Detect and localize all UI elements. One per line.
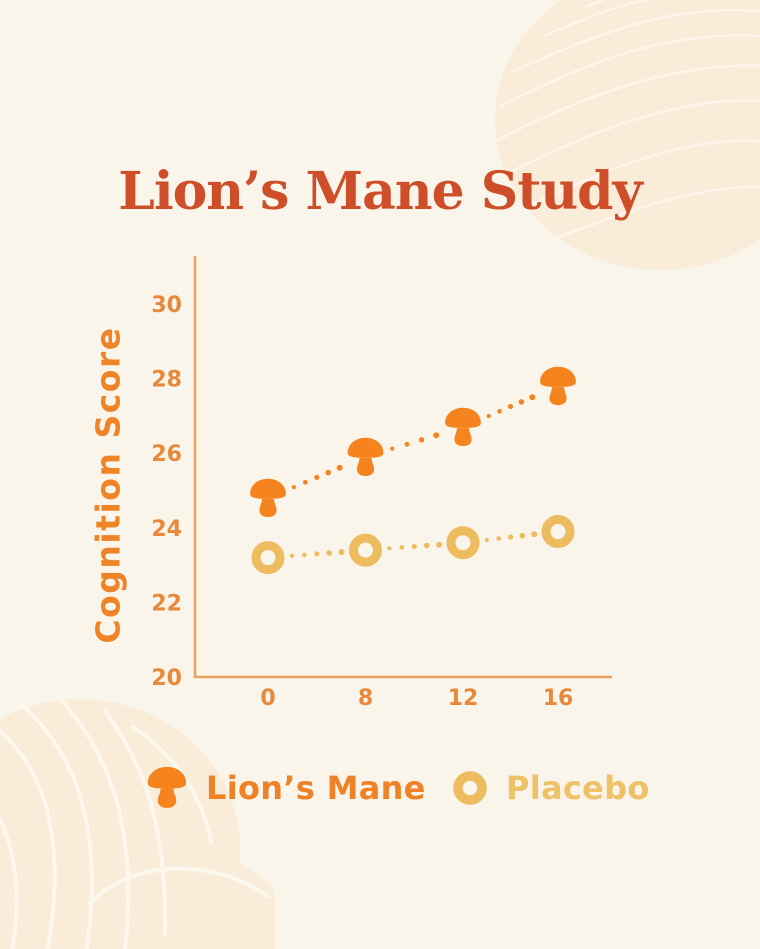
dotted-line-dot: [302, 479, 308, 485]
x-axis-tick: 16: [543, 686, 574, 711]
dotted-line-dot: [519, 532, 526, 539]
dotted-line-dot: [433, 432, 440, 439]
dotted-line-dot: [423, 542, 430, 549]
mushroom-icon: [147, 766, 187, 808]
scribble-ball-decoration: [494, 0, 760, 270]
mushroom-marker: [445, 407, 481, 447]
scribble-ball-shape: [495, 0, 760, 270]
axis-lines: [193, 256, 612, 679]
dotted-line-dot: [291, 485, 296, 490]
dotted-line-dot: [507, 404, 514, 410]
dotted-line-dot: [497, 408, 502, 414]
x-axis-tick: 12: [448, 686, 479, 711]
mushroom-marker: [540, 366, 576, 406]
dotted-line-dot: [507, 534, 514, 540]
dotted-line-dot: [314, 551, 320, 557]
dotted-line-dot: [314, 474, 320, 480]
dotted-line-dot: [336, 464, 343, 471]
dotted-line-dot: [496, 536, 502, 541]
mushroom-glyph: [147, 766, 187, 808]
dotted-line-dot: [529, 394, 536, 401]
dotted-line-dot: [418, 437, 425, 443]
dotted-line-dot: [387, 546, 392, 551]
ring-marker: [446, 526, 480, 560]
pumpkin-sketch-decoration: [0, 697, 275, 949]
x-axis-tick: 8: [358, 686, 373, 711]
ring-marker: [541, 515, 575, 549]
ring-marker: [251, 541, 285, 575]
y-axis-tick: 28: [151, 368, 182, 393]
dotted-line-dot: [289, 553, 294, 558]
dotted-line-dot: [411, 543, 417, 550]
dotted-line-dot: [390, 446, 395, 451]
page-title: Lion’s Mane Study: [118, 160, 643, 222]
ring-icon: [453, 771, 487, 805]
dotted-line-dot: [484, 537, 489, 543]
legend-label-lions-mane: Lion’s Mane: [206, 769, 426, 807]
dotted-line-dot: [518, 399, 525, 405]
mushroom-marker: [250, 478, 286, 518]
y-axis-tick: 30: [151, 293, 182, 318]
dotted-line-dot: [399, 545, 405, 550]
legend-item-lions-mane: Lion’s Mane: [144, 763, 426, 813]
dotted-line-dot: [326, 550, 332, 556]
y-axis-tick: 20: [151, 666, 182, 691]
legend-label-placebo: Placebo: [506, 769, 650, 807]
dotted-line-dot: [436, 541, 443, 548]
y-axis-tick: 22: [151, 591, 182, 616]
dotted-line-dot: [301, 552, 307, 558]
x-axis-tick: 0: [260, 686, 275, 711]
mushroom-marker: [347, 437, 384, 477]
y-axis-tick: 26: [151, 442, 182, 467]
scribble-texture-lines: [494, 0, 760, 247]
legend-item-placebo: Placebo: [452, 763, 650, 813]
dotted-line-dot: [486, 413, 491, 419]
dotted-line-dot: [531, 531, 538, 538]
dotted-line-dot: [404, 441, 410, 447]
dotted-line-dot: [338, 549, 345, 555]
ring-marker: [349, 533, 382, 567]
y-axis-tick: 24: [151, 517, 182, 542]
ring-glyph: [453, 771, 487, 805]
dotted-line-dot: [325, 469, 331, 476]
